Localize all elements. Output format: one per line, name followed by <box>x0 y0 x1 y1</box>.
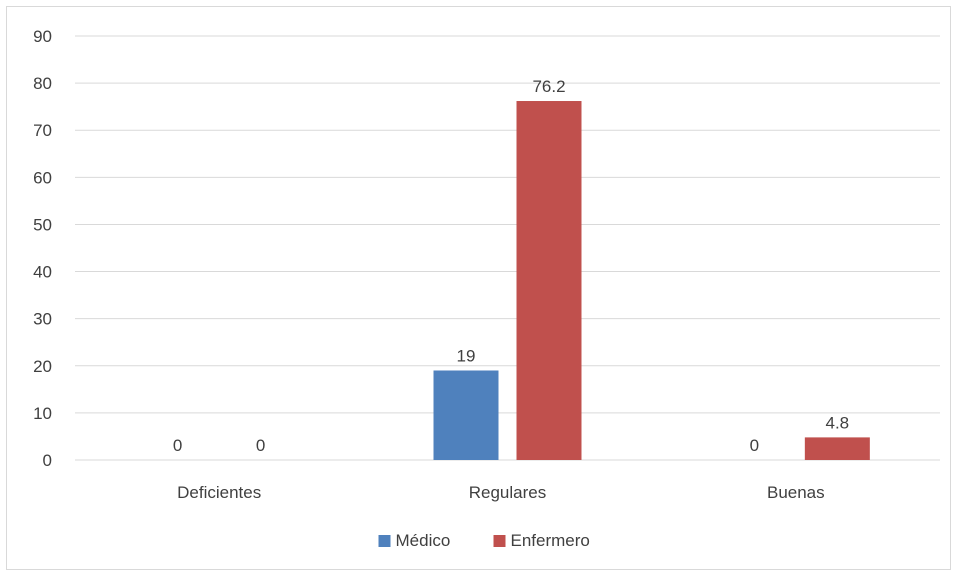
y-tick-label: 40 <box>33 263 52 282</box>
legend-swatch-enfermero <box>493 535 506 547</box>
bar-enfermero-regulares <box>516 101 582 460</box>
legend-swatch-mdico <box>378 535 391 547</box>
y-tick-label: 70 <box>33 121 52 140</box>
x-axis-tick-labels: Deficientes Regulares Buenas <box>177 483 825 502</box>
data-label: 76.2 <box>532 77 565 96</box>
y-tick-label: 50 <box>33 215 52 234</box>
gridlines <box>75 35 940 461</box>
legend-label: Enfermero <box>511 531 590 550</box>
bar-mdico-regulares <box>433 370 499 460</box>
y-tick-label: 80 <box>33 74 52 93</box>
legend-label: Médico <box>396 531 451 550</box>
y-tick-label: 0 <box>43 451 52 470</box>
x-tick-label: Regulares <box>469 483 547 502</box>
y-tick-label: 20 <box>33 357 52 376</box>
data-labels: 0 0 19 76.2 0 4.8 <box>173 77 849 455</box>
data-label: 19 <box>457 346 476 365</box>
y-tick-label: 10 <box>33 404 52 423</box>
y-tick-label: 90 <box>33 27 52 46</box>
data-label: 0 <box>173 436 182 455</box>
y-tick-label: 60 <box>33 168 52 187</box>
y-tick-label: 30 <box>33 310 52 329</box>
x-tick-label: Deficientes <box>177 483 261 502</box>
y-axis-tick-labels: 0 10 20 30 40 50 60 70 80 90 <box>33 27 52 470</box>
data-label: 0 <box>256 436 265 455</box>
chart-border <box>6 6 951 570</box>
data-label: 0 <box>750 436 759 455</box>
legend: Médico Enfermero <box>378 531 590 550</box>
x-tick-label: Buenas <box>767 483 825 502</box>
data-label: 4.8 <box>826 413 850 432</box>
bar-enfermero-buenas <box>804 437 870 460</box>
bars <box>433 101 870 460</box>
